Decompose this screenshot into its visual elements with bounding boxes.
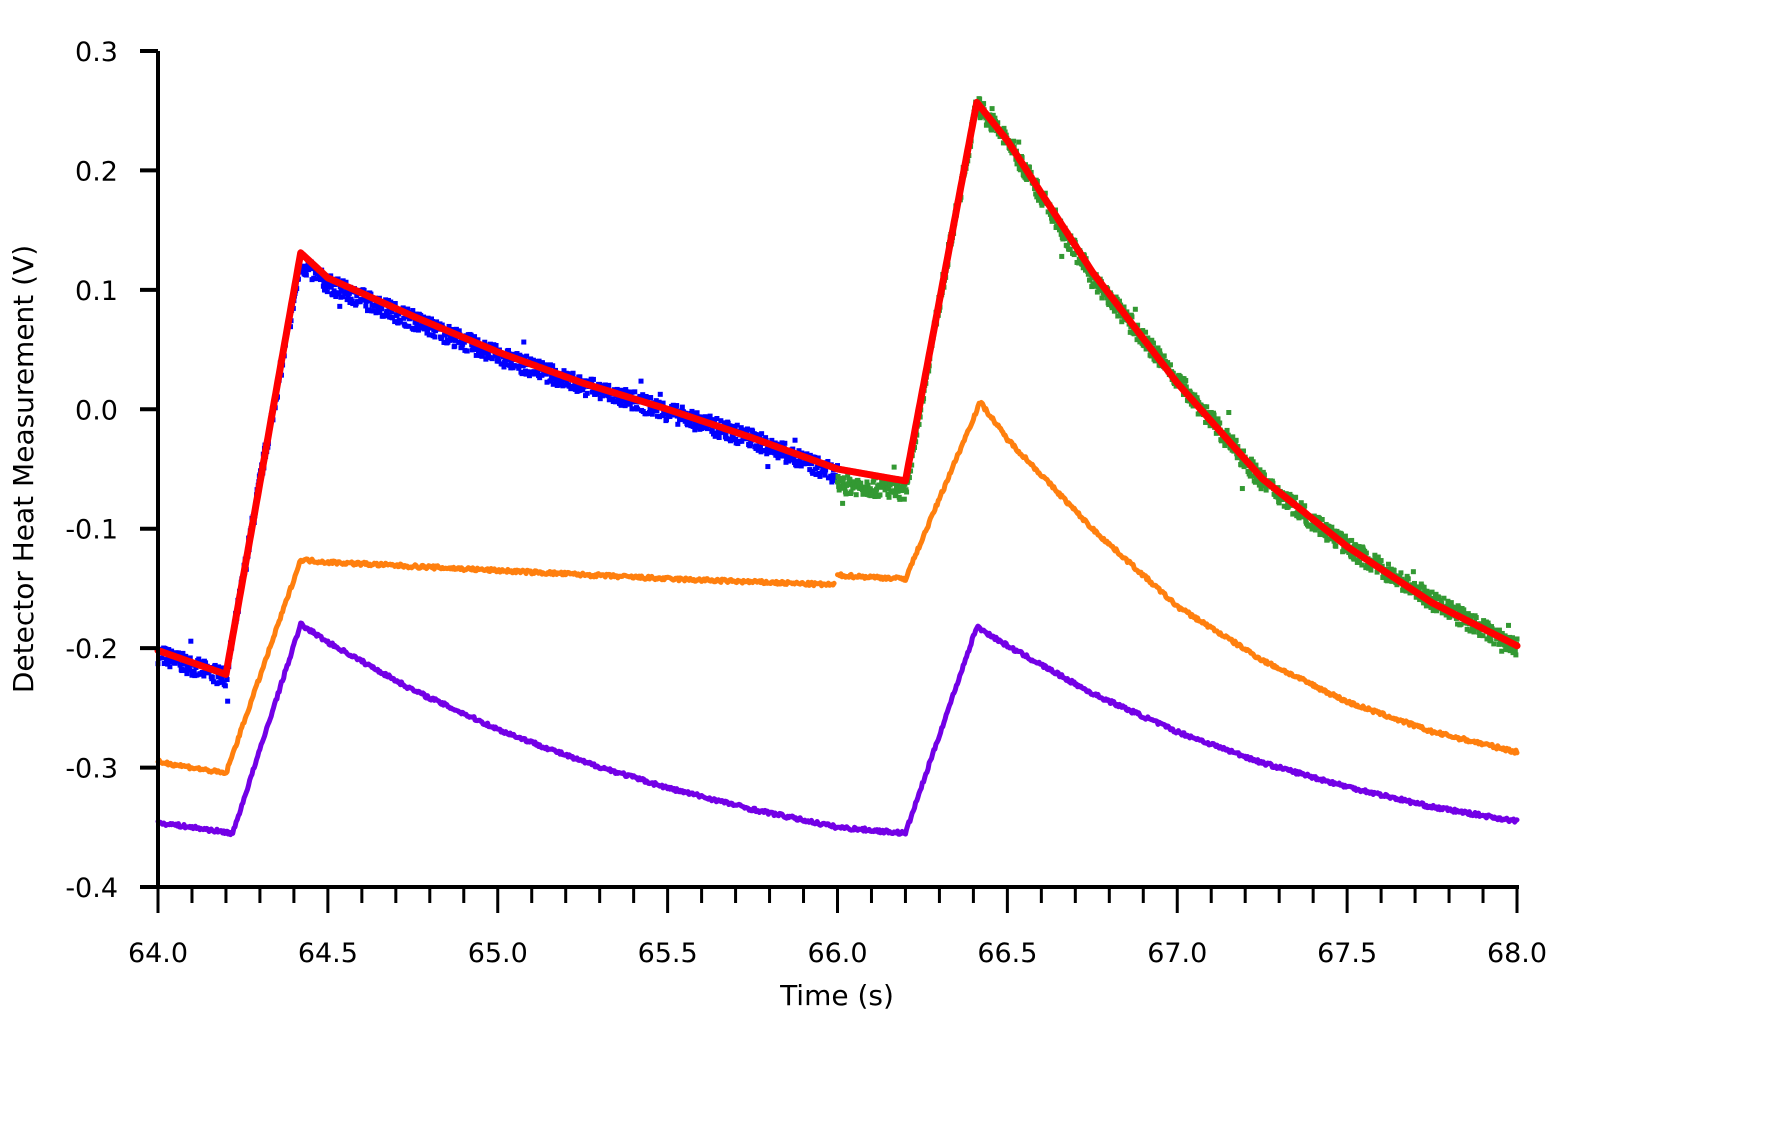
axes: 0.3 0.2 0.1 0.0 -0.1 -0.2 -0.3 -0.4 64.0 64.5 65.…: [7, 37, 1547, 1012]
x-tick-label: 65.0: [468, 938, 528, 969]
y-tick-label: -0.3: [65, 754, 118, 785]
y-axis-title: Detector Heat Measurement (V): [7, 245, 40, 693]
x-tick-label: 64.5: [298, 938, 358, 969]
y-tick-label: 0.2: [75, 156, 118, 187]
x-tick-label: 64.0: [128, 938, 188, 969]
y-tick-label: -0.4: [65, 873, 118, 904]
series-layer: [154, 96, 1521, 838]
x-axis-title: Time (s): [779, 979, 894, 1012]
x-tick-label: 66.5: [977, 938, 1037, 969]
y-tick-label: 0.0: [75, 395, 118, 426]
x-tick-label: 68.0: [1487, 938, 1547, 969]
x-tick-label: 67.5: [1317, 938, 1377, 969]
x-tick-label: 67.0: [1147, 938, 1207, 969]
x-ticks: 64.0 64.5 65.0 65.5 66.0 66.5 67.0 67.5 68.0: [128, 887, 1547, 969]
series-green-measured-data-second-pulse-: [835, 96, 1520, 658]
series-orange: [155, 400, 1520, 776]
y-tick-label: -0.2: [65, 634, 118, 665]
y-tick-label: 0.1: [75, 276, 118, 307]
x-tick-label: 66.0: [807, 938, 867, 969]
series-purple: [155, 620, 1520, 838]
series-red-fit: [154, 98, 1521, 678]
y-tick-label: 0.3: [75, 37, 118, 68]
y-tick-label: -0.1: [65, 515, 118, 546]
y-ticks: 0.3 0.2 0.1 0.0 -0.1 -0.2 -0.3 -0.4: [65, 37, 158, 904]
x-tick-label: 65.5: [638, 938, 698, 969]
